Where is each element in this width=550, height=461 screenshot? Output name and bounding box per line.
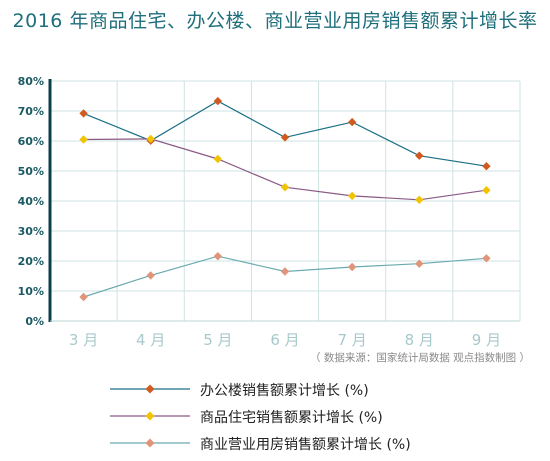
data-point-1: [415, 195, 424, 204]
legend-label-residential: 商品住宅销售额累计增长 (%): [200, 410, 383, 426]
y-tick-label: 30%: [18, 225, 44, 238]
data-point-2: [280, 267, 290, 276]
data-point-2: [482, 254, 491, 263]
x-tick-label: 8 月: [405, 331, 434, 349]
data-point-1: [280, 183, 290, 192]
data-point-0: [213, 96, 223, 106]
y-tick-label: 10%: [18, 285, 44, 298]
legend-marker: [145, 438, 155, 448]
legend-swatch-residential: [110, 411, 190, 421]
data-point-1: [146, 134, 155, 144]
x-tick-label: 6 月: [270, 331, 299, 349]
y-tick-label: 60%: [18, 135, 44, 148]
data-point-1: [79, 135, 88, 144]
x-tick-label: 4 月: [136, 331, 165, 349]
data-point-2: [415, 259, 424, 268]
y-tick-label: 20%: [18, 255, 44, 268]
legend-marker: [145, 384, 155, 394]
data-point-0: [347, 117, 357, 127]
data-point-2: [79, 292, 88, 302]
data-point-0: [482, 162, 491, 171]
x-tick-label: 3 月: [69, 331, 98, 349]
data-point-2: [347, 262, 357, 272]
y-tick-label: 70%: [18, 105, 44, 118]
legend-swatch-commercial: [110, 438, 190, 448]
data-point-2: [146, 271, 155, 280]
y-tick-label: 0%: [25, 315, 44, 328]
chart-legend: 办公楼销售额累计增长 (%) 商品住宅销售额累计增长 (%) 商业营业用房销售额…: [110, 378, 450, 459]
legend-item-residential: 商品住宅销售额累计增长 (%): [110, 405, 450, 431]
legend-label-commercial: 商业营业用房销售额累计增长 (%): [200, 437, 411, 453]
data-point-1: [213, 154, 223, 164]
legend-marker: [145, 411, 155, 421]
chart-source-note: （ 数据来源：国家统计局数据 观点指数制图 ）: [309, 352, 530, 364]
data-point-0: [79, 109, 88, 118]
data-point-0: [280, 133, 290, 142]
legend-item-office: 办公楼销售额累计增长 (%): [110, 378, 450, 404]
chart-title: 2016 年商品住宅、办公楼、商业营业用房销售额累计增长率: [12, 10, 538, 32]
y-tick-label: 80%: [18, 75, 44, 88]
x-tick-label: 5 月: [203, 331, 232, 349]
legend-label-office: 办公楼销售额累计增长 (%): [200, 383, 369, 399]
x-tick-label: 7 月: [337, 331, 366, 349]
legend-swatch-office: [110, 384, 190, 394]
x-tick-label: 9 月: [472, 331, 501, 349]
y-tick-label: 50%: [18, 165, 44, 178]
legend-item-commercial: 商业营业用房销售额累计增长 (%): [110, 432, 450, 458]
data-point-0: [415, 151, 424, 160]
line-chart: 0% 10% 20% 30% 40% 50% 60% 70% 80% 3 月 4 月 5 月 6 月 7 …: [18, 75, 521, 349]
data-point-1: [347, 191, 357, 201]
y-tick-label: 40%: [18, 195, 44, 208]
data-point-2: [213, 252, 223, 261]
data-point-1: [482, 186, 491, 195]
